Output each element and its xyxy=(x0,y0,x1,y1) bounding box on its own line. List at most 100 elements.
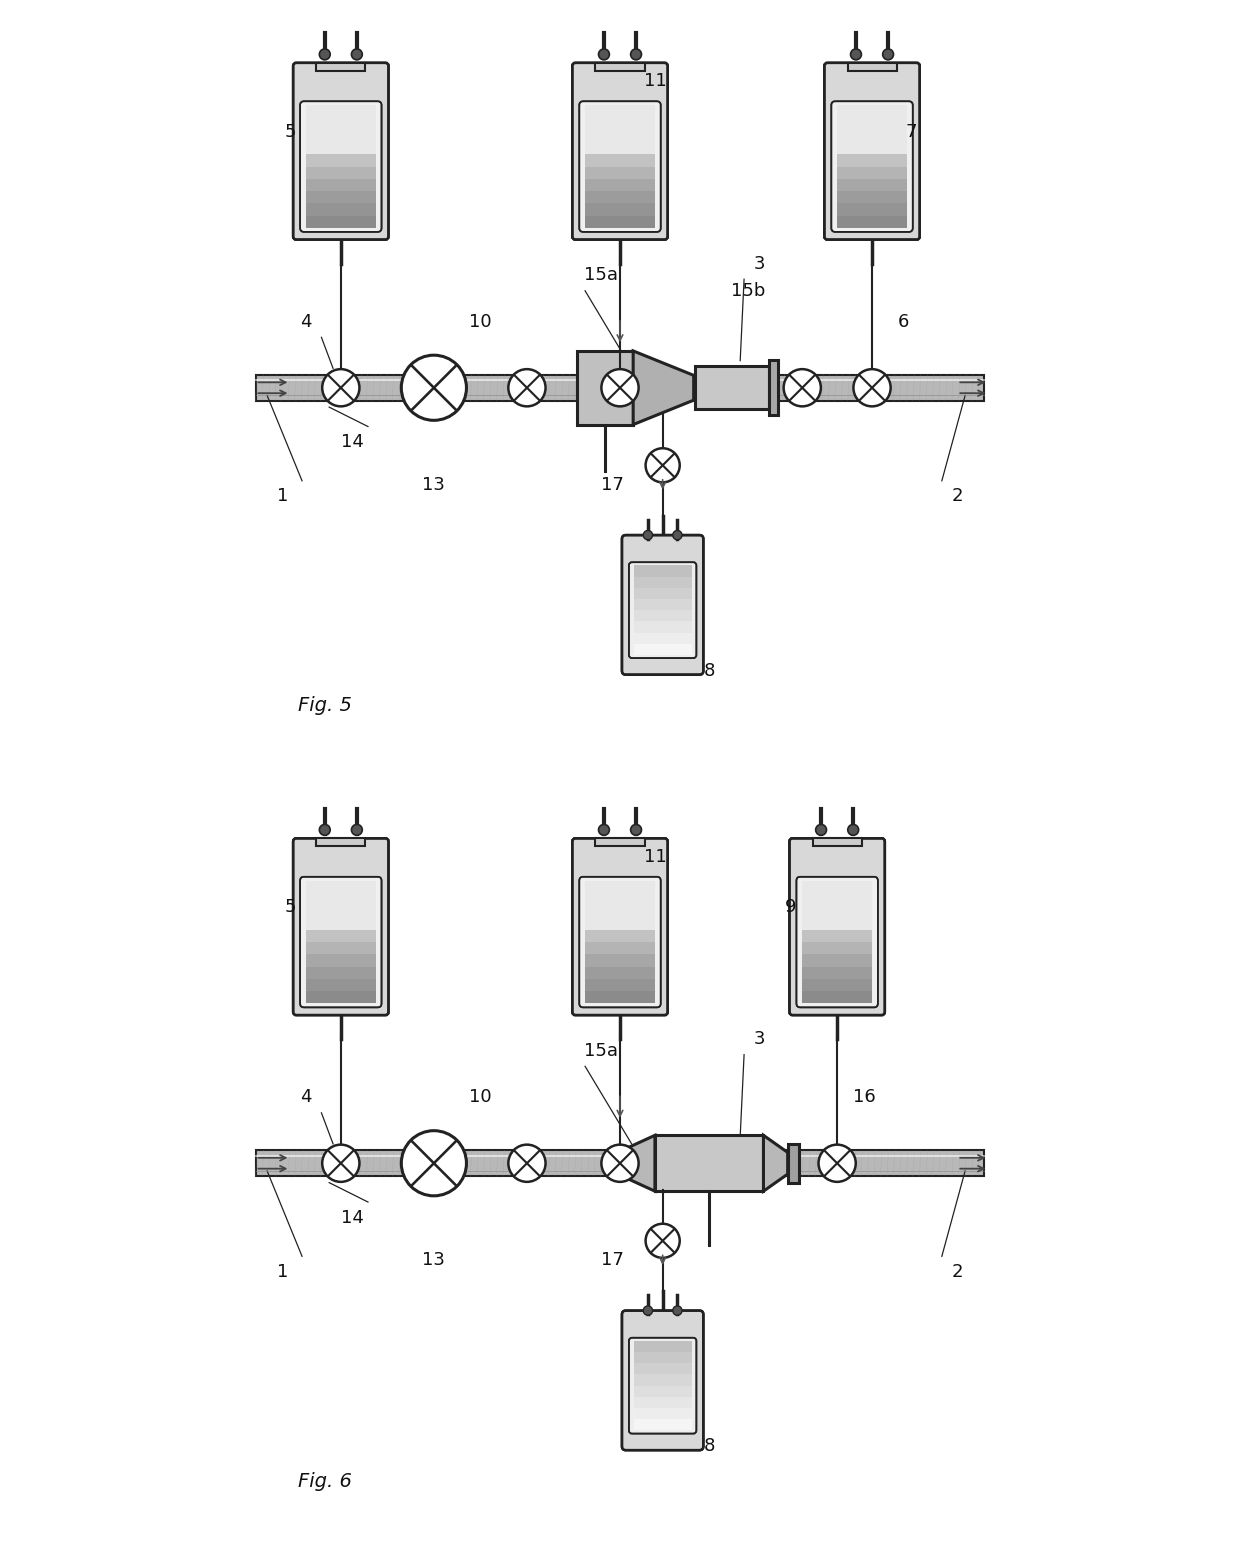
Bar xyxy=(585,118,655,130)
Circle shape xyxy=(351,825,362,836)
Bar xyxy=(634,644,692,655)
Bar xyxy=(837,178,908,191)
Bar xyxy=(316,839,366,845)
Bar xyxy=(585,991,655,1003)
FancyBboxPatch shape xyxy=(831,101,913,231)
Bar xyxy=(585,130,655,143)
Bar xyxy=(802,941,873,954)
Text: 7: 7 xyxy=(905,123,916,141)
Bar xyxy=(305,881,376,893)
Bar xyxy=(585,166,655,178)
Bar xyxy=(578,351,634,425)
Bar xyxy=(585,929,655,941)
Bar xyxy=(802,893,873,906)
Bar xyxy=(305,991,376,1003)
Circle shape xyxy=(322,1145,360,1182)
Bar xyxy=(812,839,862,845)
Bar xyxy=(595,839,645,845)
FancyBboxPatch shape xyxy=(573,838,667,1016)
Bar xyxy=(316,64,366,70)
Text: 15a: 15a xyxy=(584,1042,618,1059)
Text: 2: 2 xyxy=(951,487,963,506)
Bar xyxy=(634,1374,692,1385)
Text: 17: 17 xyxy=(601,1252,624,1269)
Bar xyxy=(837,118,908,130)
Bar xyxy=(255,1151,985,1177)
Circle shape xyxy=(508,369,546,406)
Bar xyxy=(802,991,873,1003)
Bar xyxy=(837,143,908,154)
Circle shape xyxy=(351,50,362,60)
Bar xyxy=(585,191,655,203)
FancyBboxPatch shape xyxy=(579,101,661,231)
Bar xyxy=(634,599,692,610)
Bar xyxy=(585,154,655,166)
Circle shape xyxy=(601,369,639,406)
FancyBboxPatch shape xyxy=(622,535,703,675)
Bar xyxy=(595,64,645,70)
Circle shape xyxy=(816,825,827,836)
Text: 15a: 15a xyxy=(584,267,618,284)
Bar xyxy=(585,954,655,966)
Polygon shape xyxy=(764,1135,787,1191)
Circle shape xyxy=(631,825,641,836)
FancyBboxPatch shape xyxy=(300,876,382,1008)
Text: 3: 3 xyxy=(754,1030,765,1048)
Bar xyxy=(585,143,655,154)
Bar xyxy=(585,966,655,979)
Bar xyxy=(585,918,655,929)
Circle shape xyxy=(644,1306,652,1315)
FancyBboxPatch shape xyxy=(573,62,667,239)
Bar xyxy=(847,64,897,70)
Text: 2: 2 xyxy=(951,1263,963,1281)
Text: 1: 1 xyxy=(277,1263,289,1281)
Bar xyxy=(305,906,376,918)
Circle shape xyxy=(883,50,894,60)
Bar xyxy=(837,216,908,228)
Text: 6: 6 xyxy=(898,313,909,330)
Bar xyxy=(305,154,376,166)
Bar xyxy=(305,954,376,966)
Text: 4: 4 xyxy=(300,1089,311,1106)
Circle shape xyxy=(848,825,858,836)
Bar xyxy=(837,130,908,143)
Bar xyxy=(585,178,655,191)
Circle shape xyxy=(402,1131,466,1196)
Bar xyxy=(305,941,376,954)
Bar xyxy=(585,941,655,954)
Circle shape xyxy=(646,448,680,482)
Circle shape xyxy=(646,1224,680,1258)
Bar xyxy=(655,1135,764,1191)
Circle shape xyxy=(402,355,466,420)
Bar xyxy=(305,118,376,130)
Bar xyxy=(634,610,692,622)
Bar xyxy=(305,130,376,143)
FancyBboxPatch shape xyxy=(293,838,388,1016)
Bar xyxy=(634,1397,692,1408)
FancyBboxPatch shape xyxy=(293,62,388,239)
Text: 16: 16 xyxy=(853,1089,875,1106)
Bar xyxy=(585,893,655,906)
Bar xyxy=(837,166,908,178)
Text: 8: 8 xyxy=(703,662,715,679)
Bar xyxy=(305,191,376,203)
Bar xyxy=(802,929,873,941)
Bar xyxy=(585,216,655,228)
Bar xyxy=(634,1385,692,1397)
FancyBboxPatch shape xyxy=(300,101,382,231)
Bar xyxy=(585,105,655,118)
Text: 11: 11 xyxy=(644,848,666,865)
FancyBboxPatch shape xyxy=(579,876,661,1008)
Circle shape xyxy=(631,50,641,60)
Text: 8: 8 xyxy=(703,1438,715,1455)
Text: 4: 4 xyxy=(300,313,311,330)
Bar xyxy=(585,979,655,991)
Bar xyxy=(305,918,376,929)
FancyBboxPatch shape xyxy=(790,838,885,1016)
Bar xyxy=(634,633,692,644)
Circle shape xyxy=(601,1145,639,1182)
Circle shape xyxy=(818,1145,856,1182)
Circle shape xyxy=(320,50,330,60)
Bar xyxy=(696,366,769,409)
Circle shape xyxy=(599,825,609,836)
